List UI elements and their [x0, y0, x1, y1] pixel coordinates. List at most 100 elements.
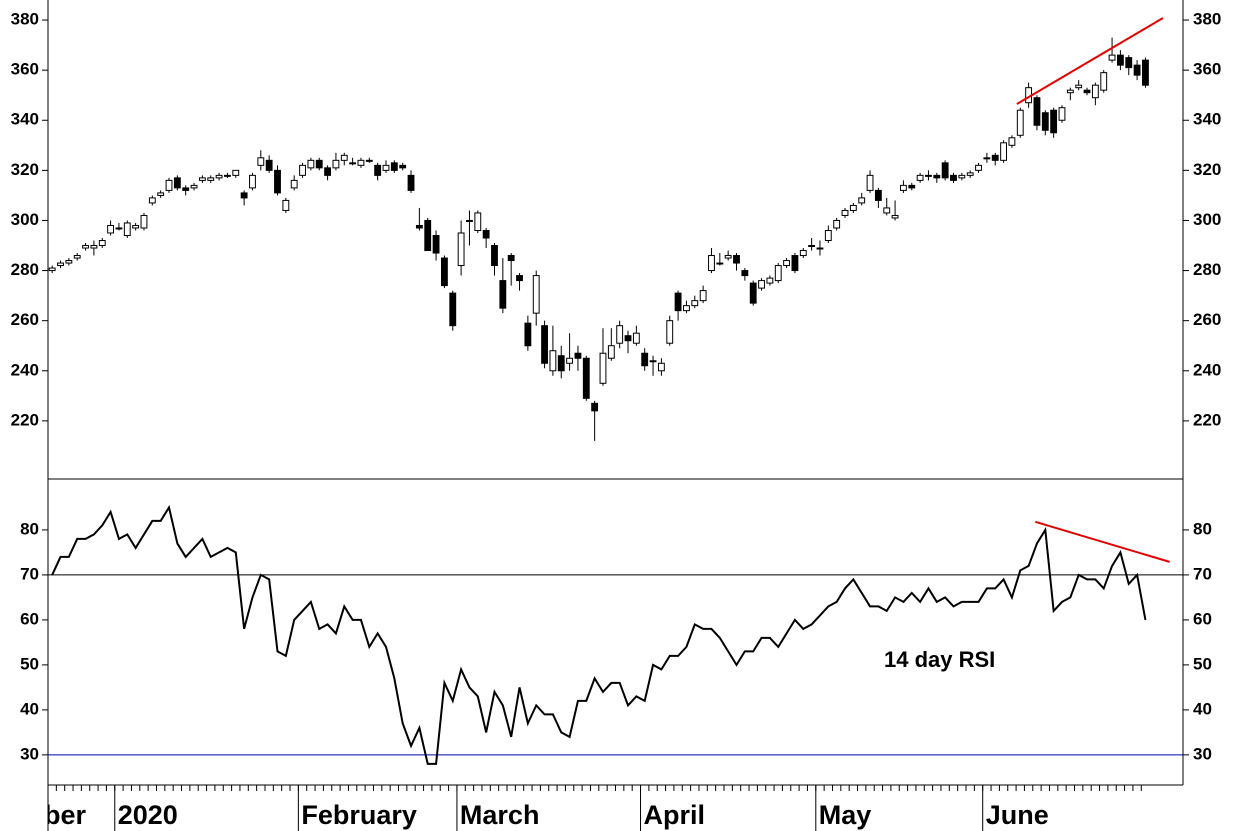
- candle-body: [207, 177, 215, 181]
- candle-body: [1083, 89, 1091, 94]
- candle-body: [374, 164, 382, 176]
- candle-body: [257, 157, 265, 166]
- candle-body: [657, 362, 665, 372]
- candle-body: [532, 275, 540, 314]
- y-tick-label: 380: [1193, 10, 1221, 29]
- candle-body: [240, 192, 248, 199]
- y-tick-label: 30: [20, 744, 39, 763]
- y-tick-label: 340: [11, 110, 39, 129]
- y-tick-label: 260: [11, 310, 39, 329]
- candle-body: [1016, 109, 1024, 136]
- y-tick-label: 80: [20, 519, 39, 538]
- candle-body: [65, 260, 73, 264]
- candle-body: [724, 255, 732, 259]
- candle-body: [824, 229, 832, 242]
- candle-body: [833, 219, 841, 229]
- candle-body: [1066, 89, 1074, 94]
- candle-body: [549, 350, 557, 372]
- candle-body: [415, 224, 423, 229]
- indicator-line: [51, 504, 1147, 765]
- candle-body: [624, 335, 632, 342]
- x-tick-label: February: [301, 800, 417, 830]
- candle-body: [123, 222, 131, 236]
- candle-body: [491, 245, 498, 267]
- candle-body: [432, 234, 440, 254]
- candle-body: [1091, 84, 1099, 99]
- candle-body: [808, 245, 816, 248]
- candle-body: [424, 219, 432, 252]
- candle-body: [607, 345, 615, 359]
- candle-body: [148, 197, 156, 204]
- candle-body: [933, 174, 941, 179]
- candle-body: [883, 207, 891, 214]
- candle-body: [107, 224, 115, 234]
- y-tick-label: 30: [1193, 744, 1212, 763]
- candle-body: [290, 179, 298, 189]
- candle-body: [332, 159, 340, 169]
- candle-body: [507, 255, 515, 262]
- indicator-label: 14 day RSI: [884, 647, 995, 672]
- candle-body: [891, 214, 899, 219]
- candle-body: [866, 174, 874, 191]
- candle-body: [182, 187, 190, 191]
- y-tick-label: 380: [11, 10, 39, 29]
- candle-body: [557, 355, 565, 372]
- candle-body: [1058, 107, 1066, 121]
- candle-body: [616, 325, 624, 344]
- candle-body: [190, 184, 198, 189]
- candle-body: [749, 282, 757, 304]
- y-tick-label: 280: [11, 260, 39, 279]
- candle-body: [198, 177, 206, 181]
- y-tick-label: 70: [20, 564, 39, 583]
- candle-body: [165, 179, 173, 191]
- y-tick-label: 220: [1193, 410, 1221, 429]
- candle-body: [82, 245, 89, 249]
- candle-body: [799, 250, 807, 257]
- candle-body: [733, 255, 740, 264]
- candle-body: [641, 352, 649, 367]
- y-tick-label: 80: [1193, 519, 1212, 538]
- candle-body: [157, 192, 165, 196]
- y-tick-label: 60: [20, 609, 39, 628]
- candle-body: [1008, 137, 1016, 146]
- candle-body: [699, 290, 707, 302]
- candle-body: [357, 159, 365, 166]
- candle-body: [115, 227, 123, 230]
- candle-body: [173, 177, 181, 189]
- candle-body: [274, 169, 281, 194]
- candle-body: [482, 229, 490, 239]
- candle-body: [1041, 112, 1049, 131]
- candle-body: [516, 275, 523, 282]
- candle-body: [666, 320, 674, 344]
- candle-body: [390, 162, 398, 171]
- candle-body: [440, 257, 448, 287]
- candle-body: [741, 270, 749, 277]
- candle-body: [499, 280, 507, 309]
- candle-body: [566, 357, 574, 364]
- x-tick-label: June: [986, 800, 1049, 830]
- candle-body: [1125, 57, 1133, 69]
- candle-body: [791, 255, 799, 272]
- trendline: [1034, 520, 1170, 563]
- candle-body: [449, 292, 457, 327]
- x-tick-label: April: [644, 800, 706, 830]
- candle-body: [632, 332, 640, 344]
- y-tick-label: 50: [20, 654, 39, 673]
- candle-body: [991, 154, 999, 161]
- candle-body: [858, 197, 866, 204]
- candle-body: [315, 159, 323, 169]
- y-tick-label: 320: [11, 160, 39, 179]
- candle-body: [399, 164, 407, 169]
- y-tick-label: 260: [1193, 310, 1221, 329]
- y-tick-label: 70: [1193, 564, 1212, 583]
- candle-body: [232, 169, 240, 176]
- candle-body: [265, 159, 273, 171]
- y-tick-label: 320: [1193, 160, 1221, 179]
- x-tick-label: May: [819, 800, 872, 830]
- candle-body: [215, 174, 223, 179]
- candle-body: [708, 255, 715, 272]
- candle-body: [716, 262, 724, 265]
